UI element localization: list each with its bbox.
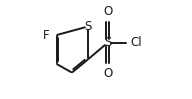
Text: S: S xyxy=(104,36,111,49)
Text: Cl: Cl xyxy=(130,36,142,49)
Text: S: S xyxy=(85,20,92,33)
Text: F: F xyxy=(43,29,49,42)
Text: O: O xyxy=(103,67,112,80)
Text: O: O xyxy=(103,5,112,18)
